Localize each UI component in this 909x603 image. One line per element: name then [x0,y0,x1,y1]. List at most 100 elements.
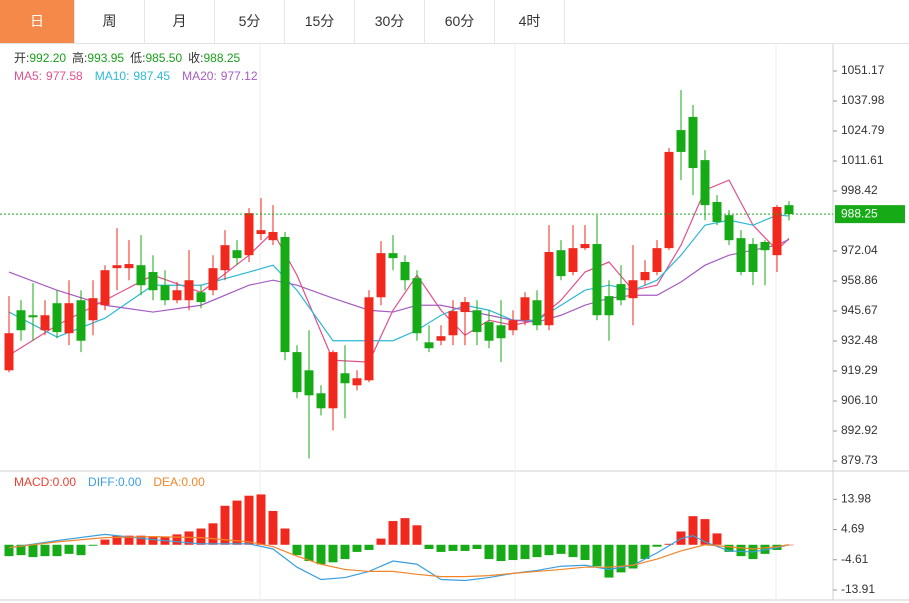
macd-legend: MACD:0.00 DIFF:0.00 DEA:0.00 [14,475,205,489]
macd-bar [256,494,266,545]
candle-body [640,272,650,281]
macd-bar [40,544,50,557]
macd-bar [712,533,722,545]
macd-bar [244,495,254,545]
candle-body [448,311,458,336]
candle-body [64,303,74,334]
last-price-tag [835,205,905,224]
macd-bar [52,544,62,557]
macd-bar [28,544,38,558]
legend-value: 0.00 [118,475,142,489]
legend-label: MACD: [14,475,53,489]
macd-bar [364,544,374,550]
macd-bar [340,544,350,560]
candle-body [172,290,182,301]
candle-body [472,310,482,333]
macd-bar [292,544,302,556]
candle-body [604,296,614,316]
y-tick-label: 892.92 [841,423,878,437]
macd-bar [640,544,650,560]
macd-bar [184,531,194,545]
period-tab[interactable]: 5分 [215,0,285,43]
legend-label: 收: [188,51,203,65]
candle-body [544,252,554,326]
legend-value: 0.00 [53,475,77,489]
macd-bar [304,544,314,562]
y-tick-label: 906.10 [841,393,878,407]
candle-body [280,236,290,353]
candle-body [352,378,362,386]
legend-value: 993.95 [87,51,124,65]
macd-bar [484,544,494,560]
candle-body [208,268,218,291]
candle-body [556,250,566,277]
candle-body [580,244,590,249]
candle-body [460,302,470,313]
period-tab[interactable]: 4时 [495,0,565,43]
candle-body [664,151,674,249]
candle-body [76,300,86,341]
period-tab[interactable]: 60分 [425,0,495,43]
period-tab[interactable]: 日 [0,0,75,43]
macd-bar [532,544,542,558]
candle-body [712,201,722,222]
macd-bar [64,544,74,554]
candle-body [160,285,170,301]
period-tabs: 日周月 5分 15分 30分 60分 4时 [0,0,909,44]
macd-bar [88,544,98,546]
y-tick-label: 998.42 [841,183,878,197]
candle-body [232,250,242,259]
candle-body [316,393,326,409]
candle-body [484,322,494,341]
macd-bar [436,544,446,552]
candle-body [412,278,422,334]
macd-bar [400,518,410,545]
macd-bar [496,544,506,562]
legend-value: 988.25 [203,51,240,65]
macd-bar [520,544,530,560]
candle-body [364,297,374,381]
macd-bar [724,544,734,552]
macd-bar [100,539,110,545]
legend-value: 985.50 [145,51,182,65]
candle-body [724,215,734,241]
macd-bar [472,544,482,549]
period-tab[interactable]: 30分 [355,0,425,43]
candle-body [676,130,686,152]
ma-legend: MA5: 977.58 MA10: 987.45 MA20: 977.12 [14,69,258,83]
candle-body [112,265,122,269]
candle-body [148,272,158,291]
ohlc-legend: 开:992.20 高:993.95 低:985.50 收:988.25 [14,50,241,65]
candle-body [136,265,146,286]
macd-bar [376,538,386,545]
candle-body [100,270,110,306]
macd-bar [556,544,566,554]
macd-bar [220,505,230,545]
legend-value: 987.45 [133,69,170,83]
macd-bar [328,544,338,563]
legend-label: MA20: [182,69,217,83]
period-tab[interactable]: 周 [75,0,145,43]
period-tab[interactable]: 月 [145,0,215,43]
candle-body [400,262,410,281]
candle-body [4,333,14,371]
legend-value: 977.12 [221,69,258,83]
y-tick-label: 4.69 [841,522,865,536]
y-tick-label: 13.98 [841,492,871,506]
macd-bar [208,523,218,545]
macd-bar [148,536,158,545]
y-tick-label: 972.04 [841,243,878,257]
period-tab[interactable]: 15分 [285,0,355,43]
candle-body [124,264,134,269]
candle-body [616,284,626,301]
macd-bar [580,544,590,561]
candle-body [376,253,386,298]
legend-label: DEA: [153,475,181,489]
candle-body [40,315,50,331]
macd-bar [268,510,278,545]
y-tick-label: 879.73 [841,453,878,467]
y-tick-label: -13.91 [841,582,875,596]
candle-body [220,245,230,271]
